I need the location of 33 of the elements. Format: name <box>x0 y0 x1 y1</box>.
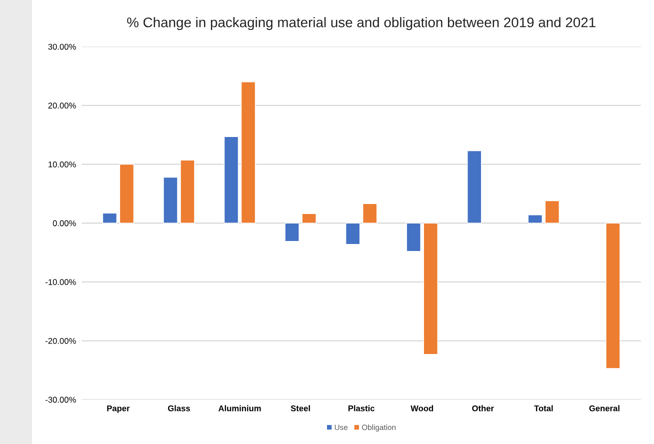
bar <box>406 222 421 252</box>
bar <box>302 213 316 224</box>
y-tick-label: 30.00% <box>48 44 76 50</box>
y-tick-label: -30.00% <box>46 396 76 403</box>
bar <box>180 160 195 224</box>
bar <box>606 222 620 369</box>
bar <box>119 164 134 224</box>
bar <box>163 176 178 224</box>
bar <box>240 82 256 224</box>
bar <box>345 222 360 245</box>
x-tick-label: Other <box>472 405 494 412</box>
x-tick-label: General <box>589 405 620 412</box>
x-tick-label: Wood <box>410 405 434 412</box>
bar <box>423 222 438 355</box>
y-tick-label: -20.00% <box>46 338 76 344</box>
bar <box>102 212 118 224</box>
x-tick-label: Steel <box>290 405 310 412</box>
x-tick-label: Glass <box>168 405 190 412</box>
x-tick-label: Plastic <box>348 405 375 412</box>
x-tick-label: Aluminium <box>218 405 261 412</box>
bar <box>284 222 300 242</box>
chart-title: % Change in packaging material use and obligation between 2019 and 2021 <box>127 17 596 30</box>
y-tick-label: 20.00% <box>48 102 76 109</box>
bar <box>224 136 239 224</box>
x-tick-label: Total <box>534 405 553 412</box>
bar <box>467 150 482 224</box>
y-tick-label: -10.00% <box>46 279 76 286</box>
bar <box>528 214 543 224</box>
y-tick-label: 10.00% <box>48 161 76 168</box>
y-tick-label: 0.00% <box>52 220 76 226</box>
bar <box>544 200 560 224</box>
x-tick-label: Paper <box>107 405 130 413</box>
bar <box>362 203 378 224</box>
